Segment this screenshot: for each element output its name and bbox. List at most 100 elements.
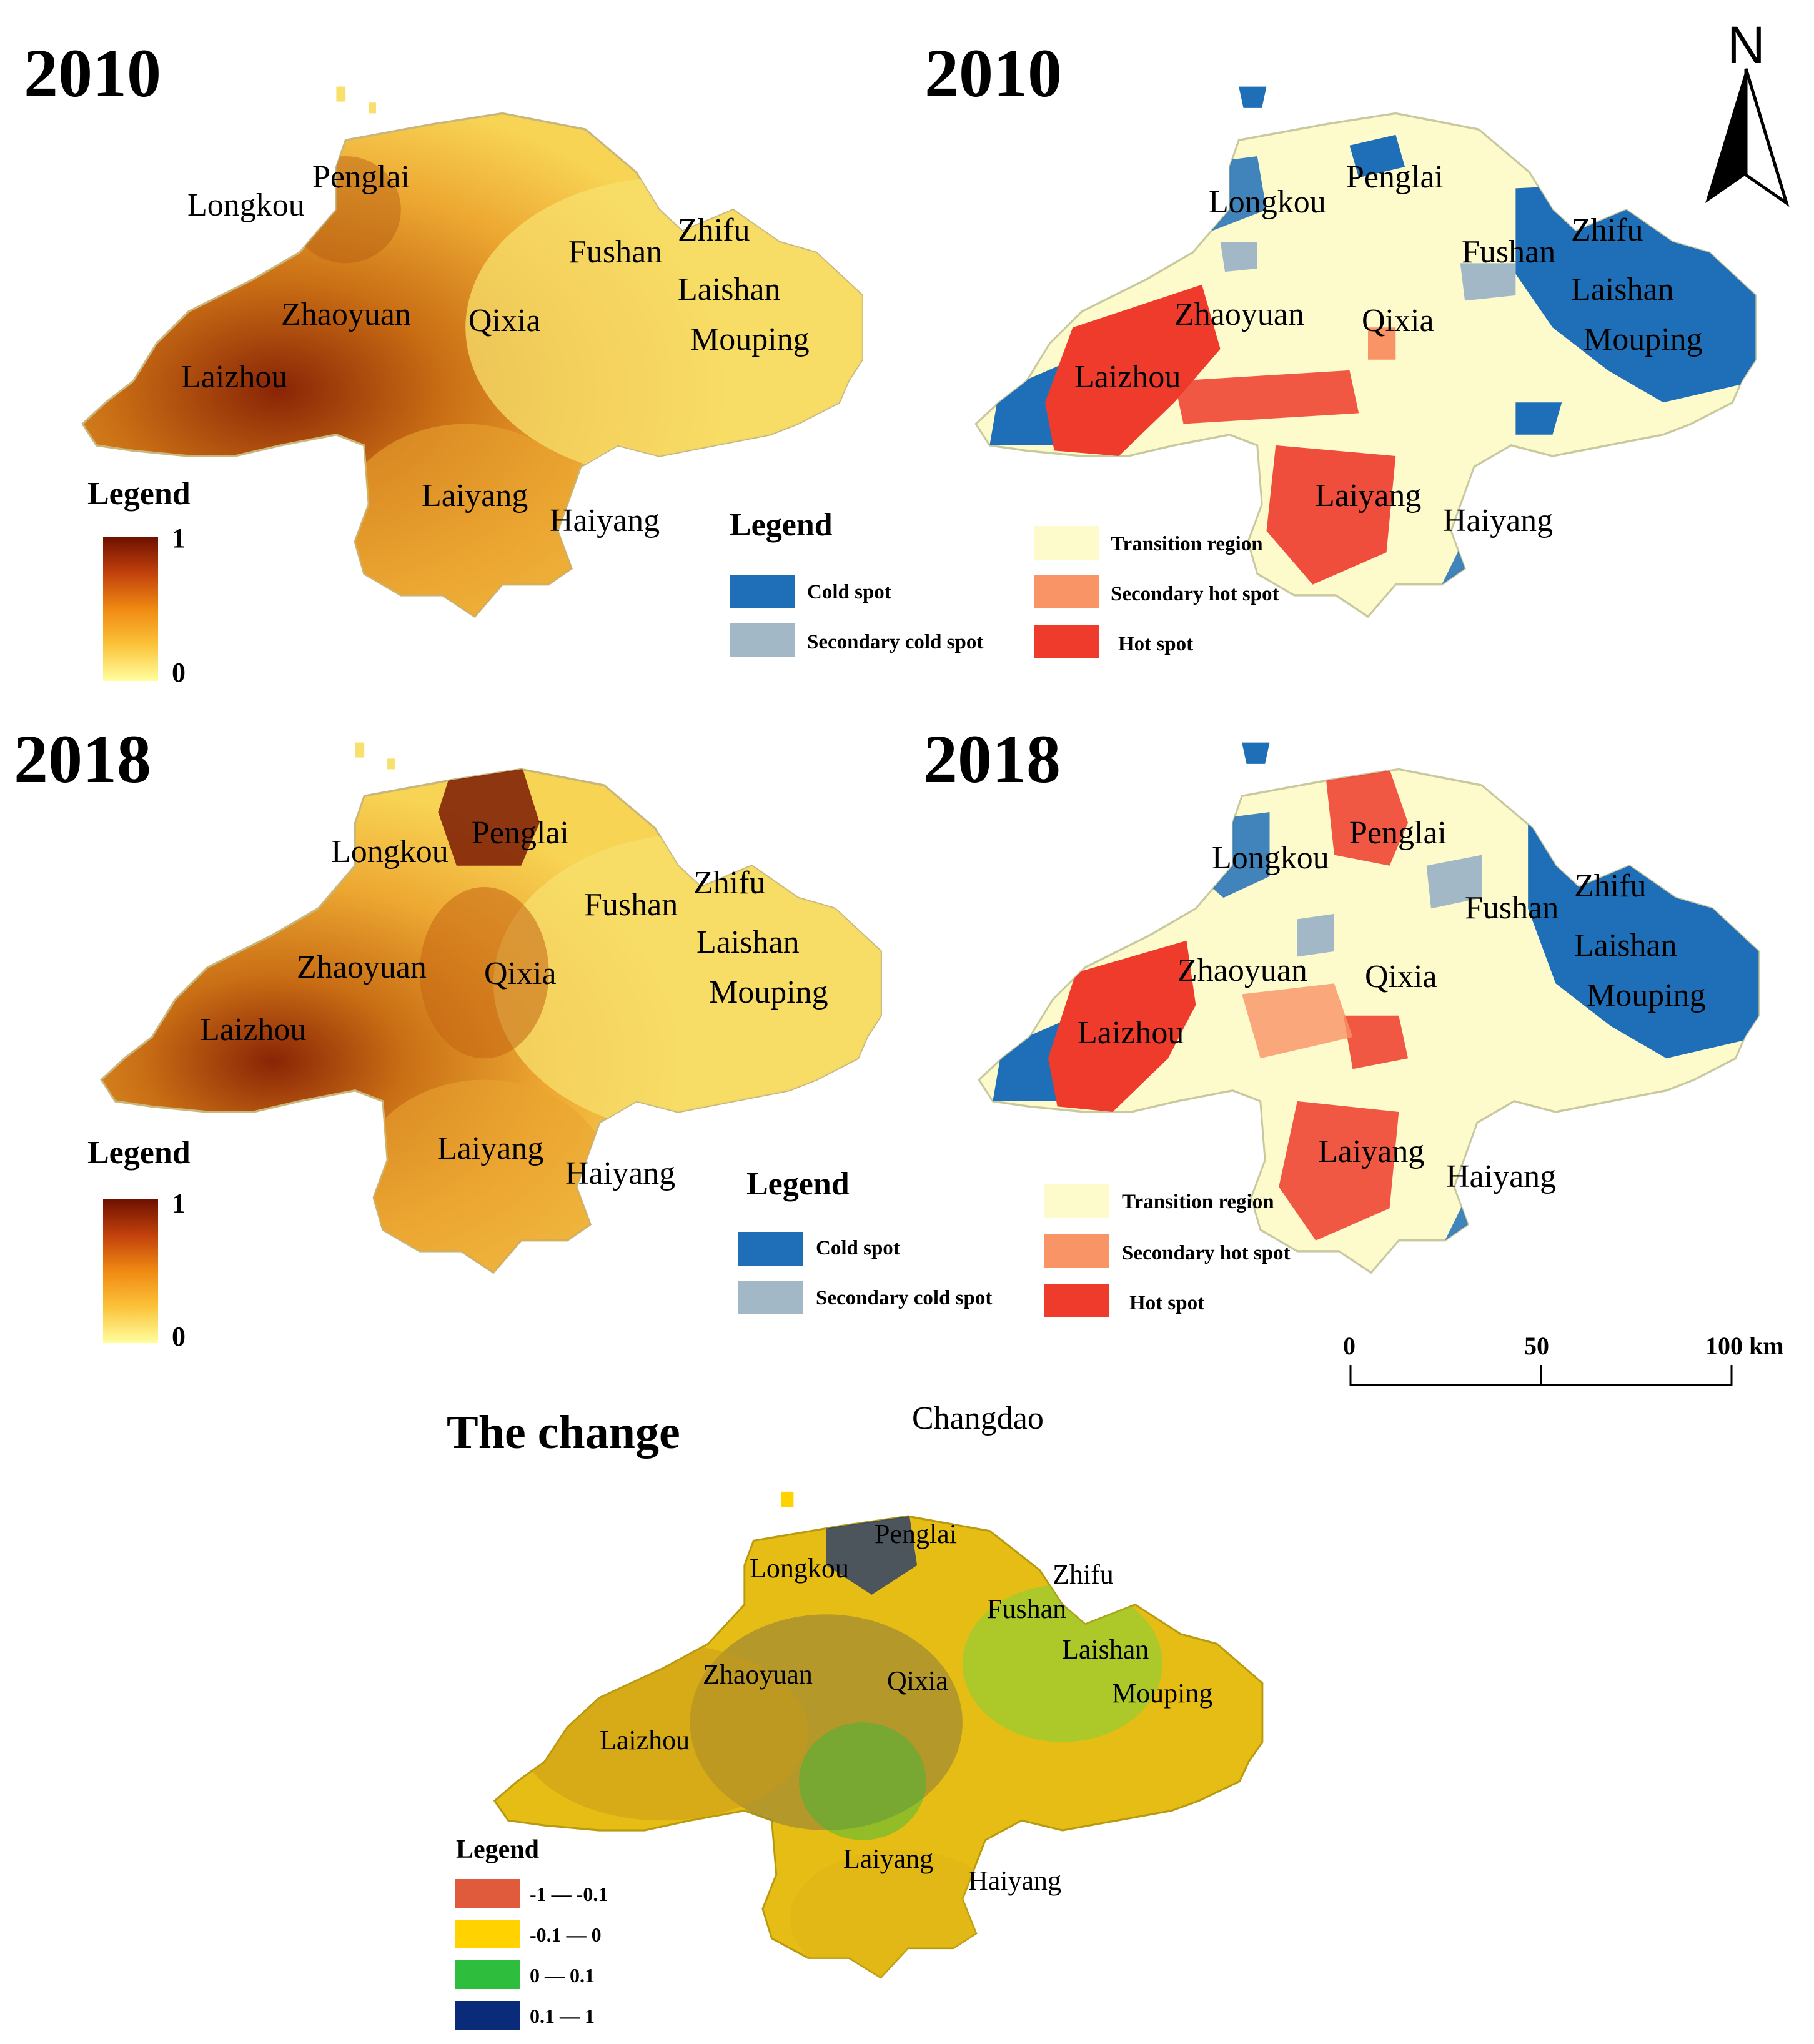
label-fushan: Fushan [568, 234, 662, 270]
label-zhaoyuan: Zhaoyuan [1174, 297, 1304, 332]
map-2018-hotspot-labels: Penglai Longkou Fushan Zhifu Laishan Mou… [1078, 815, 1706, 1194]
label-zhaoyuan: Zhaoyuan [1177, 953, 1307, 988]
swatch-secondary-cold-spot [730, 623, 795, 657]
panel-title-2018-hotspot: 2018 [923, 721, 1061, 797]
label-longkou: Longkou [1212, 840, 1329, 876]
swatch-transition-region [1034, 526, 1099, 560]
swatch-secondary-hot-spot [1034, 575, 1099, 608]
legend-title-2018-value: Legend [87, 1135, 191, 1171]
label-zhifu: Zhifu [1574, 868, 1647, 904]
label-haiyang: Haiyang [1443, 503, 1553, 538]
map-2018-value-labels: Penglai Longkou Fushan Zhifu Laishan Mou… [200, 815, 828, 1191]
legend-label-cold-spot: Cold spot [807, 581, 891, 603]
label-qixia: Qixia [1365, 959, 1437, 995]
label-zhaoyuan: Zhaoyuan [281, 297, 411, 332]
label-fushan: Fushan [584, 887, 678, 923]
legend-label-change-4: 0.1 — 1 [530, 2005, 595, 2027]
panel-title-change: The change [447, 1406, 680, 1459]
label-laizhou: Laizhou [1074, 359, 1181, 395]
label-zhifu: Zhifu [693, 865, 766, 901]
label-laiyang: Laiyang [422, 478, 528, 513]
label-changdao: Changdao [912, 1401, 1044, 1436]
label-laishan: Laishan [1062, 1634, 1149, 1665]
label-fushan: Fushan [987, 1594, 1066, 1624]
swatch-transition-region [1044, 1184, 1109, 1218]
legend-label-change-1: -1 — -0.1 [530, 1883, 608, 1905]
legend-label-change-2: -0.1 — 0 [530, 1923, 602, 1946]
legend-label-secondary-hot-spot: Secondary hot spot [1111, 583, 1279, 605]
swatch-cold-spot [738, 1232, 803, 1266]
map-2010-hotspot [974, 86, 1757, 618]
legend-label-secondary-hot-spot: Secondary hot spot [1122, 1242, 1291, 1264]
map-change [493, 1491, 1264, 1979]
label-laiyang: Laiyang [437, 1131, 543, 1166]
swatch-hot-spot [1044, 1284, 1109, 1317]
label-mouping: Mouping [709, 975, 828, 1010]
label-longkou: Longkou [187, 187, 305, 223]
label-mouping: Mouping [1584, 322, 1703, 357]
label-zhaoyuan: Zhaoyuan [297, 950, 427, 985]
swatch-change-1 [455, 1879, 520, 1908]
legend-min-2010: 0 [172, 657, 186, 688]
north-arrow-icon [1705, 68, 1790, 207]
label-longkou: Longkou [750, 1553, 849, 1584]
label-qixia: Qixia [484, 956, 557, 991]
map-2010-value-labels: Penglai Longkou Fushan Zhifu Laishan Mou… [181, 159, 810, 538]
label-zhifu: Zhifu [1053, 1559, 1114, 1590]
legend-label-hot-spot: Hot spot [1129, 1292, 1205, 1314]
legend-title-2010-hotspot: Legend [730, 507, 833, 543]
label-longkou: Longkou [1209, 184, 1326, 220]
legend-max-2010: 1 [172, 523, 186, 553]
label-penglai: Penglai [1349, 815, 1447, 851]
scale-tick-50: 50 [1524, 1332, 1549, 1360]
label-qixia: Qixia [1362, 303, 1434, 339]
label-laiyang: Laiyang [1318, 1134, 1424, 1169]
legend-title-change: Legend [456, 1835, 540, 1864]
map-2018-value [100, 742, 883, 1274]
label-penglai: Penglai [1346, 159, 1444, 195]
label-mouping: Mouping [1587, 978, 1706, 1013]
label-laizhou: Laizhou [181, 359, 287, 395]
swatch-change-2 [455, 1920, 520, 1948]
map-2018-hotspot [978, 742, 1760, 1274]
panel-title-2010-hotspot: 2010 [924, 35, 1062, 111]
scale-tick-100: 100 km [1705, 1332, 1784, 1360]
legend-ramp-2018 [103, 1199, 158, 1343]
panel-title-2018-value: 2018 [14, 721, 151, 797]
label-penglai: Penglai [312, 159, 410, 195]
scale-bar [1349, 1365, 1733, 1386]
legend-label-transition-region: Transition region [1111, 533, 1263, 555]
label-laishan: Laishan [678, 272, 781, 307]
panel-title-2010-value: 2010 [24, 35, 161, 111]
label-haiyang: Haiyang [550, 503, 660, 538]
label-mouping: Mouping [1112, 1678, 1212, 1709]
legend-label-transition-region: Transition region [1122, 1191, 1274, 1213]
legend-min-2018: 0 [172, 1321, 186, 1352]
legend-label-hot-spot: Hot spot [1118, 633, 1194, 655]
label-mouping: Mouping [690, 322, 810, 357]
label-qixia: Qixia [887, 1665, 948, 1696]
label-laizhou: Laizhou [1078, 1015, 1184, 1051]
map-change-labels: Penglai Longkou Fushan Zhifu Laishan Mou… [600, 1519, 1212, 1896]
label-laiyang: Laiyang [843, 1843, 933, 1874]
legend-ramp-2010 [103, 537, 158, 681]
label-laiyang: Laiyang [1315, 478, 1421, 513]
label-penglai: Penglai [875, 1519, 957, 1549]
label-longkou: Longkou [331, 834, 449, 870]
legend-label-secondary-cold-spot: Secondary cold spot [807, 631, 984, 653]
label-haiyang: Haiyang [968, 1865, 1061, 1896]
label-haiyang: Haiyang [565, 1156, 675, 1191]
label-laishan: Laishan [696, 925, 800, 960]
scale-tick-0: 0 [1343, 1332, 1356, 1360]
legend-title-2018-hotspot: Legend [746, 1166, 850, 1202]
swatch-change-4 [455, 2001, 520, 2030]
label-fushan: Fushan [1462, 234, 1555, 270]
label-zhaoyuan: Zhaoyuan [703, 1659, 813, 1690]
map-2010-hotspot-labels: Penglai Longkou Fushan Zhifu Laishan Mou… [1074, 159, 1703, 538]
swatch-secondary-cold-spot [738, 1281, 803, 1314]
label-haiyang: Haiyang [1446, 1159, 1556, 1194]
swatch-cold-spot [730, 575, 795, 608]
label-laishan: Laishan [1571, 272, 1674, 307]
swatch-change-3 [455, 1960, 520, 1989]
label-laishan: Laishan [1574, 928, 1677, 963]
